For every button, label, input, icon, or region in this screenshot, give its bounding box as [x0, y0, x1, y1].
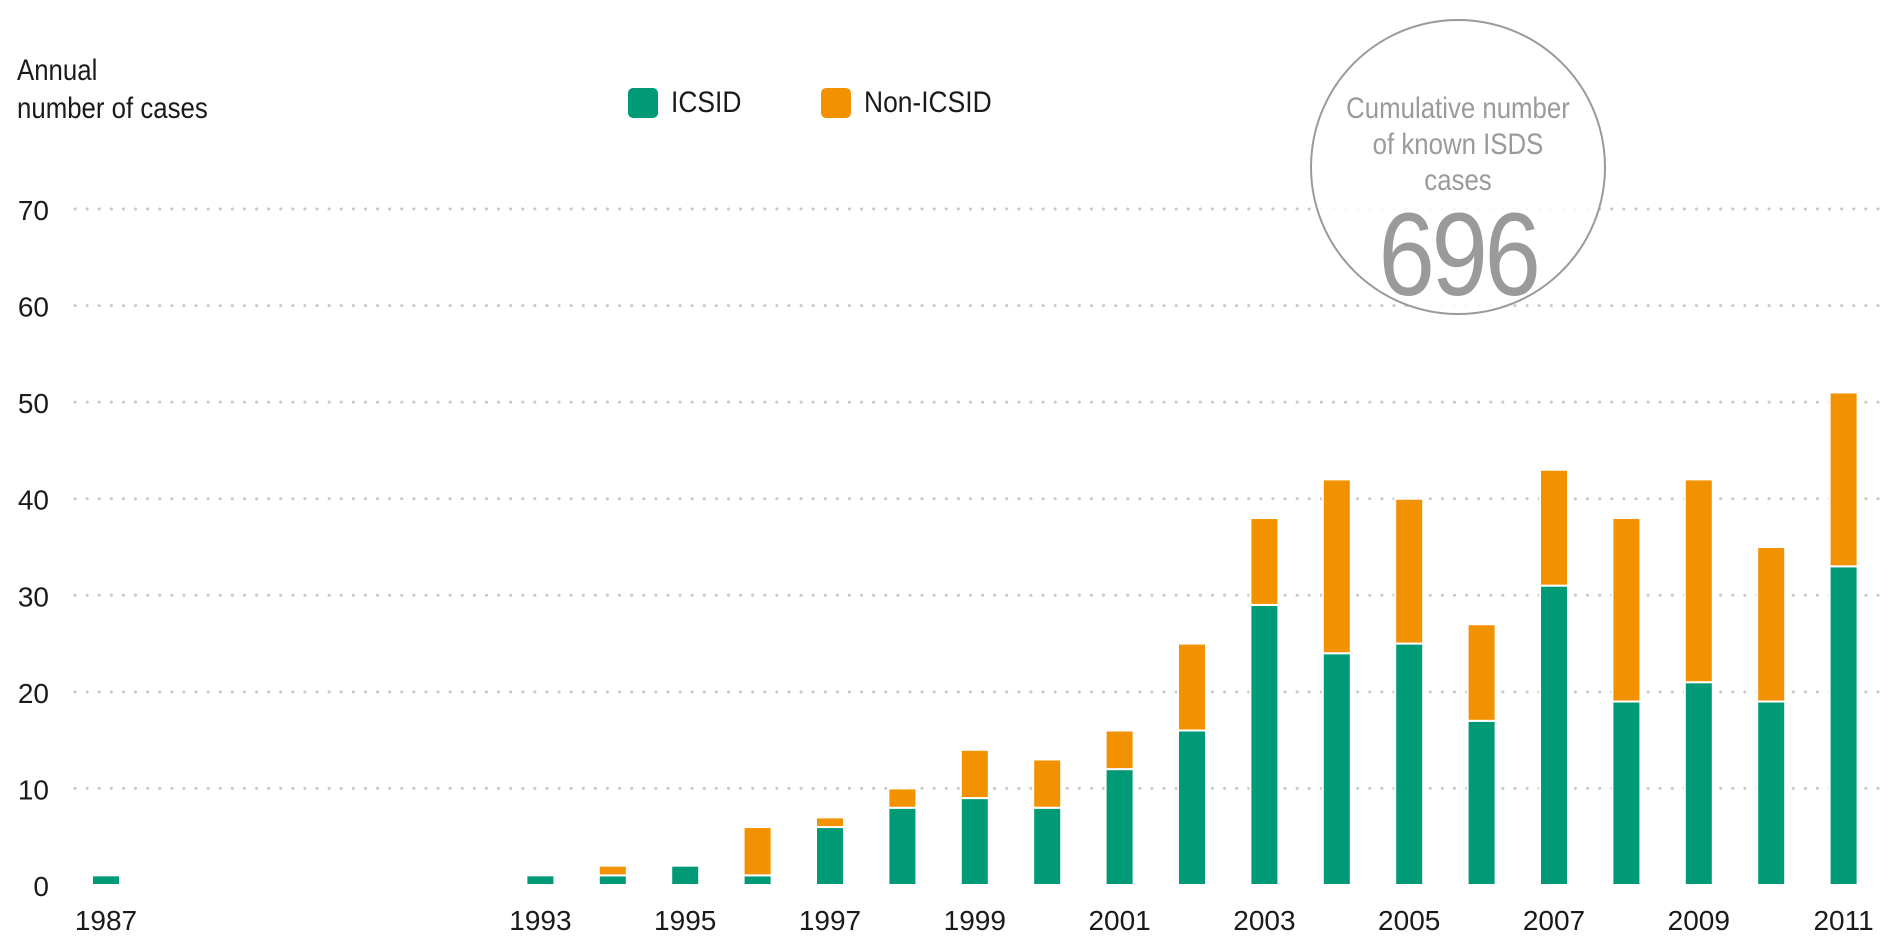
x-tick-label-2001: 2001	[1088, 905, 1150, 936]
y-tick-label-50: 50	[18, 388, 49, 419]
x-tick-label-2003: 2003	[1233, 905, 1295, 936]
y-tick-label-30: 30	[18, 581, 49, 612]
x-tick-label-1995: 1995	[654, 905, 716, 936]
x-tick-label-1997: 1997	[799, 905, 861, 936]
bar-icsid-1996	[742, 874, 773, 886]
bar-non-icsid-2009	[1683, 478, 1714, 684]
bar-icsid-1999	[959, 797, 990, 886]
x-tick-label-1993: 1993	[509, 905, 571, 936]
y-tick-label-20: 20	[18, 678, 49, 709]
bar-icsid-2002	[1177, 729, 1207, 886]
legend: ICSID Non-ICSID	[628, 86, 1079, 120]
y-tick-label-0: 0	[33, 871, 49, 902]
bar-non-icsid-1999	[959, 748, 990, 800]
y-tick-label-10: 10	[18, 774, 49, 805]
bars	[91, 391, 1859, 887]
bar-non-icsid-2004	[1321, 478, 1352, 655]
cumulative-cases-badge: Cumulative number of known ISDS cases 69…	[1310, 19, 1606, 315]
bar-icsid-2004	[1321, 652, 1352, 886]
legend-item-non-icsid: Non-ICSID	[821, 86, 1009, 120]
bar-icsid-2000	[1032, 806, 1063, 886]
legend-item-icsid: ICSID	[628, 86, 751, 120]
x-tick-label-2005: 2005	[1378, 905, 1440, 936]
bar-icsid-1998	[887, 806, 918, 886]
y-axis-label: Annual number of cases	[17, 52, 208, 128]
bar-icsid-1995	[670, 864, 701, 887]
bar-non-icsid-2003	[1249, 517, 1280, 606]
bar-non-icsid-2010	[1756, 546, 1787, 703]
y-axis-label-line-1: Annual	[17, 54, 98, 87]
gridlines	[73, 207, 1882, 790]
bar-non-icsid-1996	[742, 826, 773, 877]
y-axis-ticks: 0 10 20 30 40 50 60 70	[18, 195, 49, 902]
badge-label: Cumulative number of known ISDS cases	[1332, 91, 1583, 199]
x-tick-label-2011: 2011	[1813, 905, 1873, 936]
y-tick-label-70: 70	[18, 195, 49, 226]
legend-label-non-icsid: Non-ICSID	[864, 86, 992, 119]
bar-non-icsid-2000	[1032, 758, 1063, 809]
badge-value: 696	[1378, 189, 1540, 321]
bar-non-icsid-2002	[1177, 642, 1207, 732]
bar-icsid-2005	[1394, 642, 1425, 886]
bar-icsid-1987	[91, 874, 121, 886]
x-tick-label-2009: 2009	[1668, 905, 1730, 936]
bar-icsid-1993	[525, 874, 556, 886]
y-axis-label-line-2: number of cases	[17, 92, 208, 125]
bar-icsid-2007	[1539, 584, 1569, 887]
bar-icsid-2003	[1249, 603, 1280, 886]
bar-non-icsid-2007	[1539, 468, 1569, 587]
bar-non-icsid-1997	[815, 816, 845, 829]
bar-icsid-1994	[597, 874, 628, 886]
bar-icsid-2001	[1104, 768, 1135, 886]
bar-non-icsid-1998	[887, 787, 918, 809]
legend-swatch-non-icsid	[821, 88, 852, 118]
bar-icsid-2009	[1683, 681, 1714, 887]
y-tick-label-60: 60	[18, 292, 49, 323]
bar-non-icsid-2001	[1104, 729, 1135, 771]
bar-icsid-2010	[1756, 700, 1787, 886]
bar-icsid-1997	[815, 826, 845, 886]
badge-label-line-1: Cumulative number	[1346, 92, 1570, 125]
bar-icsid-2008	[1611, 700, 1642, 886]
bar-non-icsid-2011	[1828, 391, 1859, 568]
x-axis-ticks: 1987 1993 1995 1997 1999 2001 2003 2005 2007 2009…	[75, 905, 1874, 936]
bar-non-icsid-2006	[1466, 623, 1497, 722]
bar-icsid-2006	[1466, 719, 1497, 886]
bar-icsid-2011	[1828, 565, 1859, 886]
x-tick-label-1999: 1999	[944, 905, 1006, 936]
legend-label-icsid: ICSID	[671, 86, 742, 119]
bar-non-icsid-1994	[597, 864, 628, 877]
badge-label-line-2: of known ISDS cases	[1372, 128, 1544, 197]
legend-swatch-icsid	[628, 88, 658, 118]
bar-non-icsid-2005	[1394, 497, 1425, 645]
x-tick-label-2007: 2007	[1523, 905, 1585, 936]
bar-non-icsid-2008	[1611, 517, 1642, 703]
y-tick-label-40: 40	[18, 485, 49, 516]
x-tick-label-1987: 1987	[75, 905, 137, 936]
